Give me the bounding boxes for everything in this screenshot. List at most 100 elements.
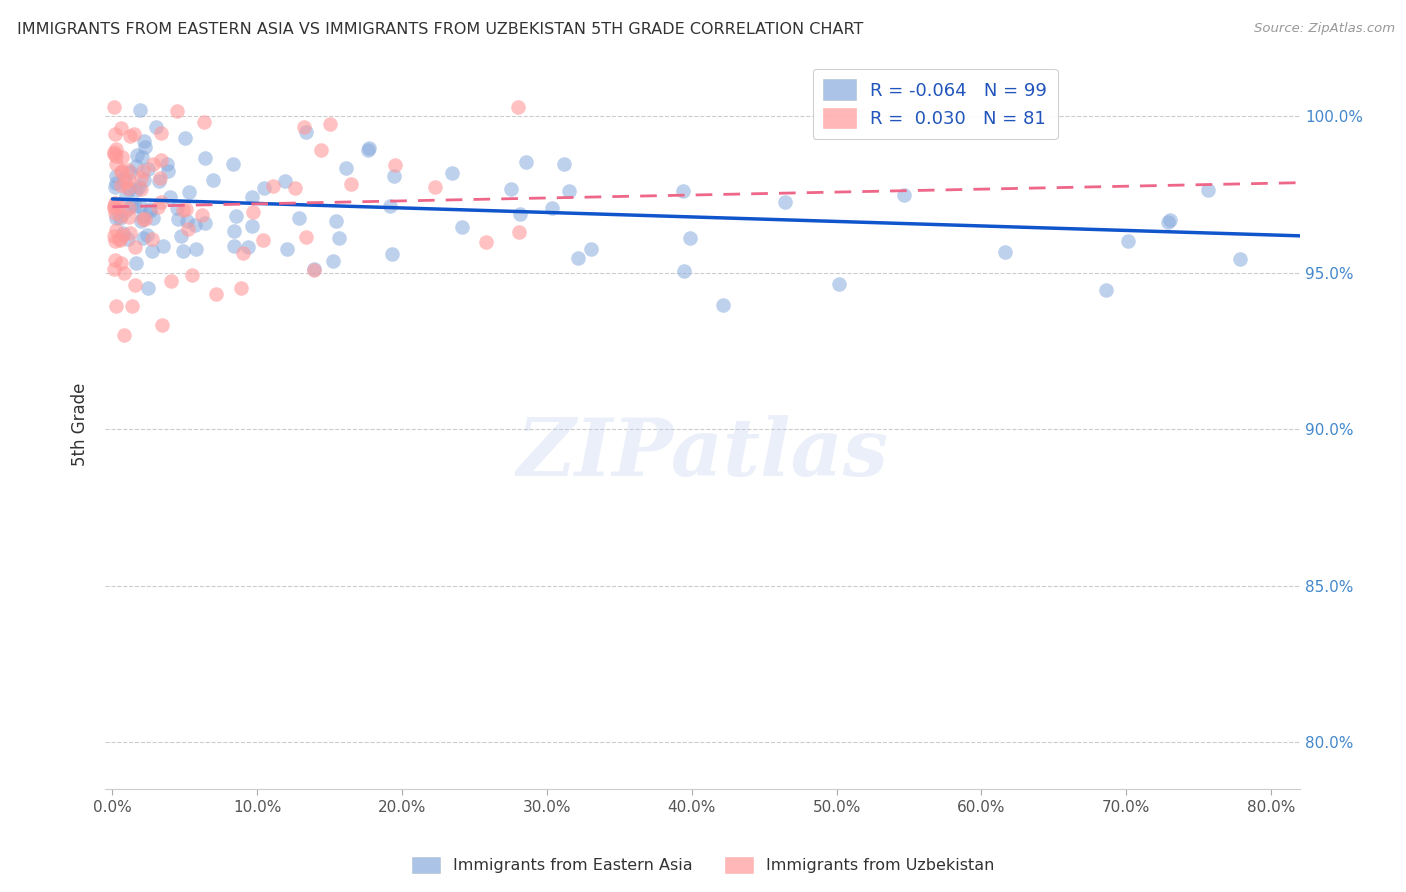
Point [105,169,128,184]
Point [110,256,132,270]
Point [135,228,157,243]
Point [284,181,307,195]
Point [236,240,259,254]
Legend: Immigrants from Eastern Asia, Immigrants from Uzbekistan: Immigrants from Eastern Asia, Immigrants… [405,850,1001,880]
Point [111,150,134,164]
Point [121,198,143,212]
Point [118,210,141,224]
Point [1157,215,1180,229]
Point [121,299,143,313]
Point [132,231,155,245]
Point [105,149,128,163]
Point [174,131,197,145]
Point [276,242,298,256]
Point [105,299,128,313]
Point [132,212,155,227]
Point [125,183,148,197]
Point [117,181,139,195]
Point [356,144,378,158]
Point [117,163,139,178]
Point [146,200,169,214]
Point [108,233,131,247]
Point [110,178,132,193]
Point [541,201,564,215]
Point [672,264,695,278]
Point [194,216,217,230]
Point [325,214,347,228]
Point [451,220,474,235]
Point [105,142,128,156]
Point [104,157,127,171]
Point [142,157,165,171]
Point [672,184,695,198]
Point [294,230,316,244]
Point [287,211,309,226]
Point [141,244,163,258]
Point [166,103,188,118]
Point [118,173,141,187]
Point [145,120,167,134]
Point [108,211,131,225]
Point [103,261,125,276]
Point [125,148,148,162]
Point [381,247,404,261]
Point [129,171,152,186]
Point [132,209,155,223]
Point [193,115,215,129]
Point [110,209,132,223]
Point [328,230,350,244]
Point [679,231,702,245]
Point [184,219,207,233]
Point [139,203,162,218]
Point [253,181,276,195]
Point [124,278,146,293]
Point [567,251,589,265]
Point [128,103,150,117]
Point [205,287,228,301]
Point [508,99,530,113]
Point [105,211,128,226]
Point [240,219,263,233]
Point [117,201,139,215]
Point [159,190,181,204]
Point [118,165,141,179]
Point [425,180,447,194]
Point [1095,283,1118,297]
Y-axis label: 5th Grade: 5th Grade [72,383,89,466]
Point [202,172,225,186]
Point [224,238,246,252]
Point [103,201,125,215]
Text: ZIPatlas: ZIPatlas [516,415,889,492]
Point [274,174,297,188]
Point [159,274,181,288]
Point [711,298,734,312]
Point [132,163,155,178]
Point [118,182,141,196]
Point [180,268,202,283]
Point [166,201,188,215]
Point [111,226,134,240]
Point [128,180,150,194]
Point [124,199,146,213]
Point [1116,234,1139,248]
Point [340,178,363,192]
Point [499,182,522,196]
Point [112,266,135,280]
Point [157,163,180,178]
Point [380,199,402,213]
Point [107,232,129,246]
Point [1229,252,1251,266]
Point [384,169,406,183]
Point [112,328,135,343]
Point [104,196,127,211]
Point [440,166,463,180]
Point [122,128,145,142]
Point [322,254,344,268]
Point [104,180,127,194]
Point [131,149,153,163]
Point [103,145,125,159]
Point [295,125,318,139]
Point [103,128,125,142]
Point [134,173,156,187]
Point [231,281,253,295]
